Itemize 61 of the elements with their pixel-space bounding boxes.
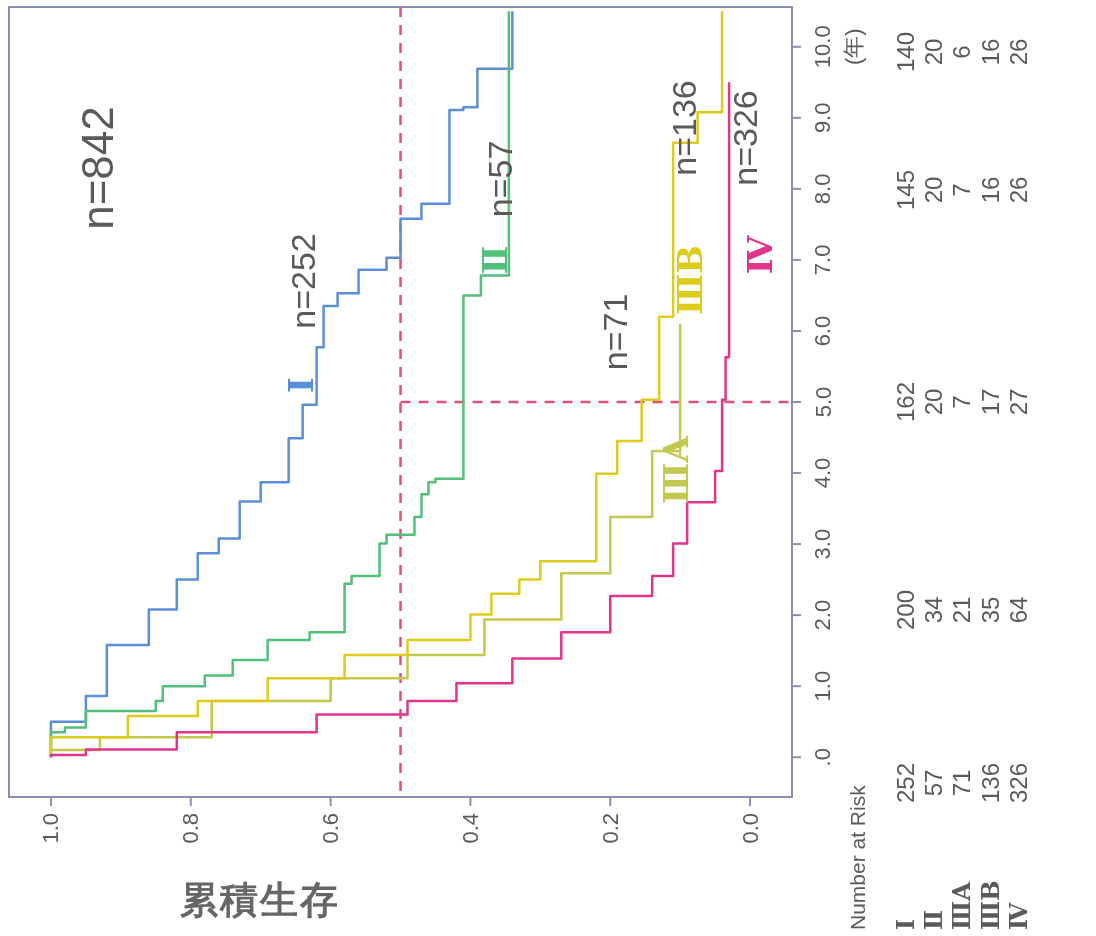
text: 20 <box>919 388 947 416</box>
y-tick-label: 6.0 <box>810 315 836 347</box>
text: 17 <box>976 388 1004 416</box>
text: Ⅳ <box>1003 902 1033 930</box>
x-tick-label: 0.2 <box>597 813 623 844</box>
x-tick-label: 0.6 <box>318 813 344 844</box>
text: 326 <box>1004 762 1032 804</box>
text: 20 <box>919 38 947 66</box>
text: Ⅳ <box>740 234 780 275</box>
text: 34 <box>919 596 947 624</box>
y-tick-label: 1.0 <box>810 670 836 702</box>
annotation: n=57 <box>481 140 519 218</box>
text: Number at Risk <box>845 784 869 930</box>
x-tick-label: 1.0 <box>38 813 64 844</box>
text: 57 <box>919 769 947 797</box>
text: ⅢB <box>975 880 1005 930</box>
text: 26 <box>1004 176 1032 204</box>
x-tick-label: 0.4 <box>457 813 483 844</box>
text: 252 <box>891 762 919 804</box>
text: 140 <box>891 31 919 73</box>
text: ⅢB <box>670 244 710 316</box>
text: Ⅱ <box>918 909 948 930</box>
x-tick-label: 0.0 <box>737 813 763 844</box>
y-tick-label: 8.0 <box>810 173 836 205</box>
text: 16 <box>976 38 1004 66</box>
text: Ⅱ <box>475 245 515 275</box>
text: 145 <box>891 169 919 211</box>
y-axis-title: (年) <box>841 28 867 66</box>
annotation: n=136 <box>665 80 703 176</box>
text: ⅢA <box>946 882 976 930</box>
y-tick-label: 3.0 <box>810 528 836 560</box>
y-tick-label: .0 <box>810 748 836 767</box>
annotation: n=71 <box>596 293 634 371</box>
y-tick-label: 7.0 <box>810 244 836 276</box>
text: 64 <box>1004 596 1032 624</box>
text: 21 <box>947 596 975 624</box>
text: Ⅰ <box>890 918 920 930</box>
x-axis-title: 累積生存 <box>180 878 340 922</box>
text: 200 <box>891 589 919 631</box>
x-tick-label: 0.8 <box>178 813 204 844</box>
text: 7 <box>947 183 975 197</box>
text: 35 <box>976 596 1004 624</box>
text: 6 <box>947 45 975 59</box>
text: 20 <box>919 176 947 204</box>
text: 136 <box>976 762 1004 804</box>
y-tick-label: 9.0 <box>810 102 836 134</box>
annotation: n=326 <box>726 90 764 186</box>
y-tick-label: 10.0 <box>810 25 836 69</box>
text: 16 <box>976 176 1004 204</box>
text: Ⅰ <box>281 377 321 393</box>
text: 26 <box>1004 38 1032 66</box>
annotation: n=252 <box>284 233 322 329</box>
text: ⅢA <box>656 435 696 504</box>
y-tick-label: 4.0 <box>810 457 836 489</box>
text: 27 <box>1004 388 1032 416</box>
annotation: n=842 <box>72 106 122 230</box>
text: 71 <box>947 769 975 797</box>
y-tick-label: 5.0 <box>810 386 836 418</box>
text: 162 <box>891 381 919 423</box>
text: 7 <box>947 395 975 409</box>
y-tick-label: 2.0 <box>810 599 836 631</box>
